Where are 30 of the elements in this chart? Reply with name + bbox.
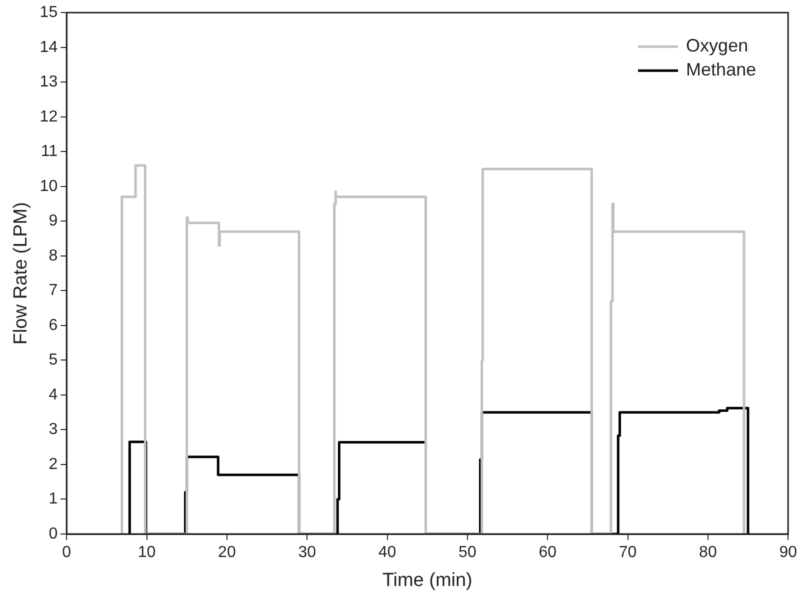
y-tick-label: 10 [40, 178, 58, 195]
y-tick-label: 11 [40, 143, 58, 160]
y-tick-label: 8 [48, 247, 58, 264]
y-tick-label: 9 [48, 212, 58, 230]
legend-label: Oxygen [686, 36, 748, 56]
x-axis-title: Time (min) [382, 570, 472, 591]
x-tick-label: 40 [378, 544, 396, 562]
x-tick-label: 0 [62, 544, 72, 562]
x-tick-label: 20 [218, 544, 236, 562]
y-tick-label: 0 [48, 525, 58, 542]
x-tick-label: 90 [779, 544, 798, 562]
x-tick-label: 60 [538, 544, 557, 562]
y-tick-label: 2 [48, 456, 58, 473]
x-tick-label: 50 [458, 544, 476, 562]
y-tick-label: 6 [48, 316, 58, 334]
y-tick-label: 15 [40, 4, 58, 22]
y-tick-label: 4 [48, 386, 58, 404]
x-tick-label: 30 [298, 544, 316, 562]
y-tick-label: 1 [48, 490, 58, 508]
y-tick-label: 13 [40, 74, 58, 91]
x-tick-label: 70 [618, 544, 637, 562]
x-tick-label: 80 [699, 544, 717, 562]
x-tick-label: 10 [138, 544, 156, 562]
legend-label: Methane [686, 60, 756, 80]
y-tick-label: 3 [48, 421, 58, 438]
y-tick-label: 7 [48, 282, 58, 300]
y-tick-label: 5 [48, 352, 58, 369]
y-axis-title: Flow Rate (LPM) [10, 202, 32, 345]
y-tick-label: 14 [40, 38, 58, 56]
y-tick-label: 12 [40, 108, 58, 126]
